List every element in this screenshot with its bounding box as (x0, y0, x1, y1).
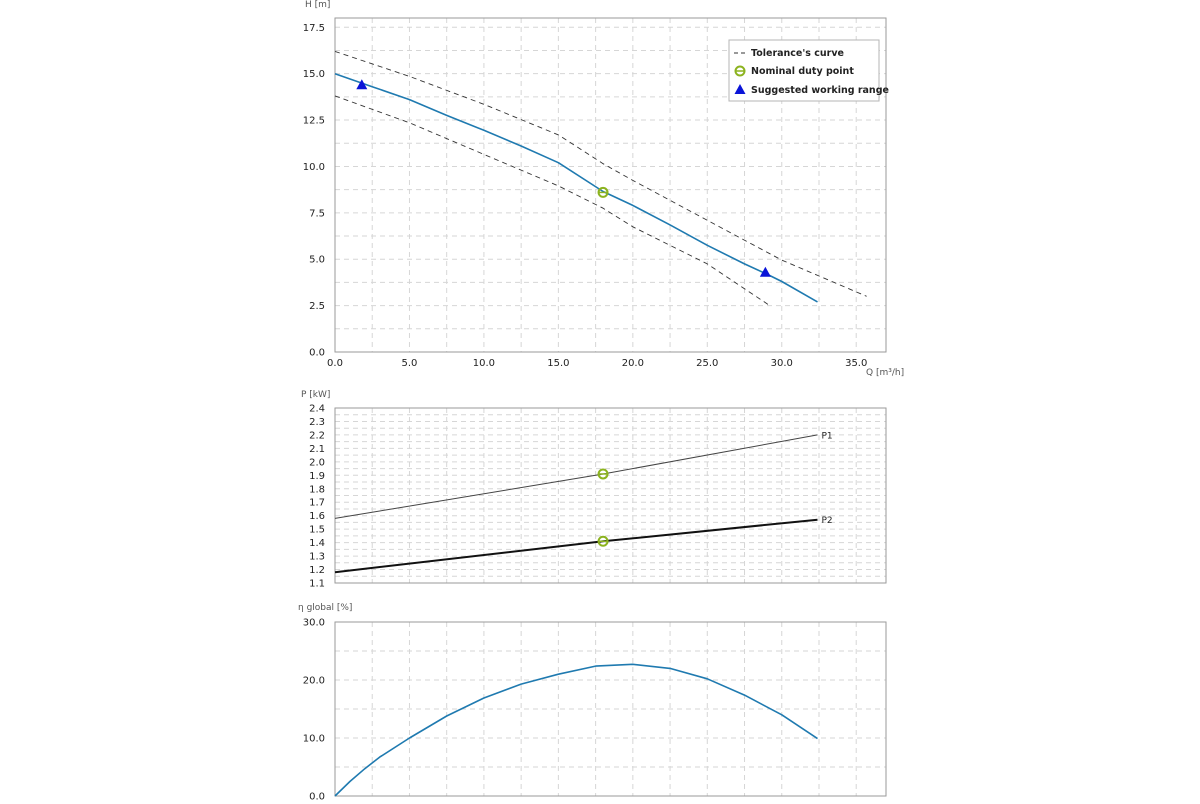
power-y-tick-label: 1.3 (309, 552, 325, 563)
legend-duty-point-label: Nominal duty point (751, 66, 854, 77)
head-y-tick-label: 15.0 (303, 69, 325, 80)
head-tolerance-upper-line (334, 50, 867, 297)
efficiency-chart: η global [%] 0.0 10.0 20.0 30.0 (298, 603, 887, 803)
legend-tolerance-label: Tolerance's curve (751, 48, 844, 59)
power-y-tick-label: 2.0 (309, 457, 325, 468)
head-x-tick-labels: 0.0 5.0 10.0 15.0 20.0 25.0 30.0 35.0 (327, 358, 867, 369)
efficiency-y-tick-label: 10.0 (303, 734, 325, 745)
power-y-tick-label: 1.6 (309, 511, 325, 522)
power-y-tick-label: 1.1 (309, 579, 325, 590)
power-y-tick-labels: 1.1 1.2 1.3 1.4 1.5 1.6 1.7 1.8 1.9 2.0 2.1 2.2 2.3 2… (309, 404, 325, 590)
power-y-tick-label: 2.1 (309, 444, 325, 455)
power-grid (335, 407, 886, 583)
head-y-tick-label: 0.0 (309, 348, 325, 359)
head-x-tick-label: 35.0 (845, 358, 867, 369)
legend-working-range-label: Suggested working range (751, 85, 889, 96)
head-x-tick-label: 30.0 (771, 358, 793, 369)
head-x-tick-label: 5.0 (402, 358, 418, 369)
head-chart: H [m] Q [m³/h] 0.0 2.5 5.0 7.5 10.0 12.5 15.0 1… (303, 0, 904, 378)
head-x-tick-label: 20.0 (622, 358, 644, 369)
power-p2-line (334, 518, 818, 574)
power-y-tick-label: 1.2 (309, 565, 325, 576)
power-y-tick-label: 2.2 (309, 430, 325, 441)
head-x-tick-label: 0.0 (327, 358, 343, 369)
power-plot-frame (334, 407, 887, 584)
head-y-tick-label: 2.5 (309, 301, 325, 312)
efficiency-y-tick-label: 0.0 (309, 792, 325, 801)
head-y-tick-label: 5.0 (309, 255, 325, 266)
head-y-axis-label: H [m] (305, 0, 330, 10)
power-chart: P [kW] 1.1 1.2 1.3 1.4 1.5 1.6 1.7 1.8 1.9 2.0 2.1… (301, 390, 887, 590)
power-y-tick-label: 1.7 (309, 498, 325, 509)
power-markers (597, 468, 609, 547)
head-x-axis-label: Q [m³/h] (866, 368, 904, 378)
power-y-tick-label: 1.9 (309, 471, 325, 482)
power-p1-label: P1 (821, 431, 832, 441)
power-p2-label: P2 (821, 516, 832, 526)
head-y-tick-label: 7.5 (309, 208, 325, 219)
head-legend: Tolerance's curve Nominal duty point Sug… (728, 39, 889, 102)
head-working-range-marker (759, 266, 771, 277)
head-series (334, 50, 867, 306)
efficiency-y-axis-label: η global [%] (298, 603, 352, 613)
efficiency-y-tick-label: 30.0 (303, 618, 325, 629)
head-tolerance-lower-line (334, 95, 771, 306)
power-p1-line (334, 434, 818, 519)
head-y-tick-label: 17.5 (303, 23, 325, 34)
power-y-tick-label: 1.8 (309, 484, 325, 495)
head-y-tick-labels: 0.0 2.5 5.0 7.5 10.0 12.5 15.0 17.5 (303, 23, 325, 359)
power-y-tick-label: 1.5 (309, 525, 325, 536)
head-markers (356, 79, 771, 277)
efficiency-y-tick-labels: 0.0 10.0 20.0 30.0 (303, 618, 325, 803)
head-main-curve-line (334, 72, 818, 303)
power-y-tick-label: 2.3 (309, 417, 325, 428)
efficiency-y-tick-label: 20.0 (303, 676, 325, 687)
head-working-range-marker (356, 79, 368, 90)
head-plot-frame (334, 17, 887, 353)
power-y-tick-label: 1.4 (309, 538, 325, 549)
head-y-tick-label: 10.0 (303, 162, 325, 173)
power-y-tick-label: 2.4 (309, 404, 325, 415)
efficiency-series (334, 663, 818, 797)
efficiency-plot-frame (334, 621, 887, 797)
head-y-tick-label: 12.5 (303, 116, 325, 127)
power-y-axis-label: P [kW] (301, 390, 330, 400)
efficiency-curve-line (334, 663, 818, 797)
head-x-tick-label: 15.0 (547, 358, 569, 369)
efficiency-grid (335, 622, 886, 796)
head-x-tick-label: 25.0 (696, 358, 718, 369)
legend-working-range-swatch (734, 84, 746, 94)
head-x-tick-label: 10.0 (473, 358, 495, 369)
legend-box (728, 39, 880, 102)
